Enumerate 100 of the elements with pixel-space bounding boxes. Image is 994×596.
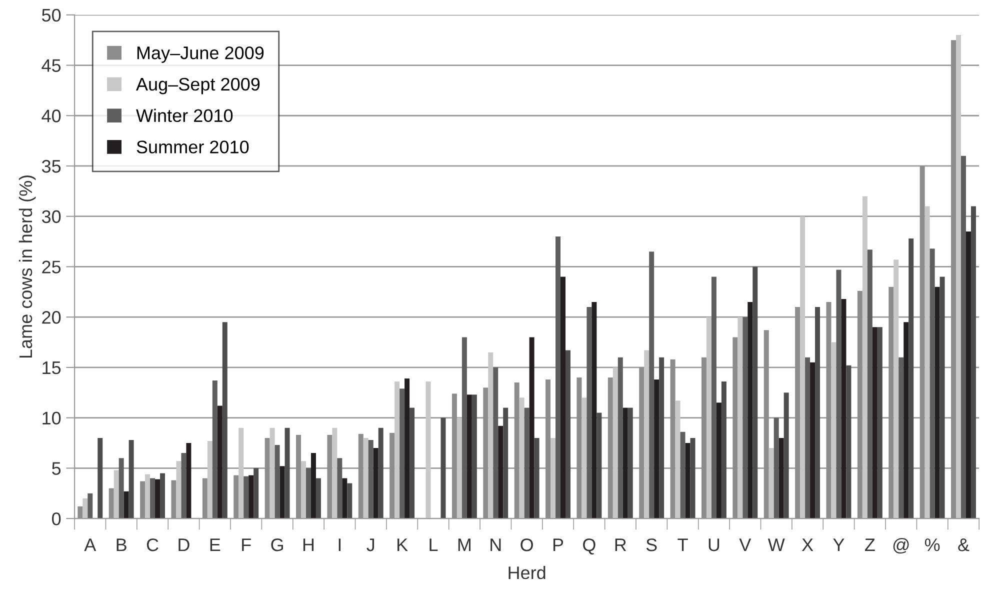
bar [186,442,192,519]
bar [649,252,654,519]
bar [934,286,940,519]
bar [556,236,561,519]
bar [160,473,166,519]
bar [145,474,150,519]
bar [618,357,623,519]
bar [795,307,800,519]
bar [462,337,467,519]
bar [639,367,644,519]
x-tick-label: X [802,538,814,552]
y-tick-label: 45 [42,59,61,72]
bar [644,350,650,519]
y-tick-label: 15 [42,362,61,374]
bar [752,266,758,519]
y-tick-label: 10 [42,412,61,425]
y-tick-label: 30 [42,210,61,224]
bar [524,408,530,519]
bar [306,468,311,519]
bar [363,438,368,519]
x-tick-label: I [338,538,341,552]
bar [576,378,582,519]
bar [488,352,494,519]
bar [270,428,275,519]
bar [908,238,914,519]
bar [426,382,431,519]
bar [670,359,676,519]
x-tick-label: Q [583,538,596,554]
bar [300,461,306,519]
bar [514,382,520,519]
bar [956,35,961,519]
bar [690,438,696,519]
bar [347,483,352,519]
bar [78,506,83,519]
bar [452,394,457,519]
bar [400,388,405,519]
bar [924,206,930,519]
bar [217,406,222,519]
x-tick-label: H [303,538,314,552]
x-tick-label: Y [833,538,844,552]
bar [171,480,176,519]
bar [904,322,909,519]
x-tick-label: R [615,538,626,552]
x-tick-label: & [958,538,970,552]
bar [721,382,726,519]
bar [534,438,540,519]
bar [378,428,384,519]
bar [768,448,774,519]
bar [128,440,134,519]
bar [248,475,254,519]
x-tick-label: M [458,538,470,552]
x-tick-label: G [271,538,283,552]
bar [582,398,587,519]
x-tick-label: F [242,538,251,552]
bar [846,365,852,519]
bar [857,290,862,519]
bar [124,491,129,519]
bar [150,478,156,519]
bar [930,248,935,519]
x-tick-label: Z [864,538,875,552]
x-tick-label: D [178,538,190,552]
bar [550,438,556,519]
x-tick-label: P [553,538,564,552]
bar [716,402,722,519]
y-tick-label: 0 [52,512,61,526]
bar [202,478,208,519]
bar [565,350,570,519]
bar [88,493,93,519]
bar [831,342,836,519]
bar [764,330,769,519]
bar [546,380,551,519]
bar [774,418,779,519]
bar [805,357,810,519]
bar [493,367,498,519]
bar [390,432,395,519]
bar [675,400,680,519]
y-tick-label: 20 [42,311,61,324]
bar [332,428,338,519]
legend-label: Aug–Sept 2009 [136,78,260,94]
bar [826,302,832,519]
bar [327,434,332,519]
bar [920,166,925,519]
bar [592,302,597,519]
bar [456,418,462,519]
bar [800,216,806,519]
bar [368,440,374,519]
bar [98,438,103,519]
bar [310,453,316,519]
x-tick-label: E [210,538,220,552]
bar [404,378,410,519]
bar [872,327,878,519]
bar [596,412,602,519]
x-axis-title: Herd [508,566,546,580]
y-axis-title: Lame cows in herd (%) [18,176,36,358]
bar [680,432,686,519]
bar [337,458,342,519]
bar [176,461,182,519]
bar [732,337,738,519]
bar [560,276,566,519]
bar [108,488,114,519]
